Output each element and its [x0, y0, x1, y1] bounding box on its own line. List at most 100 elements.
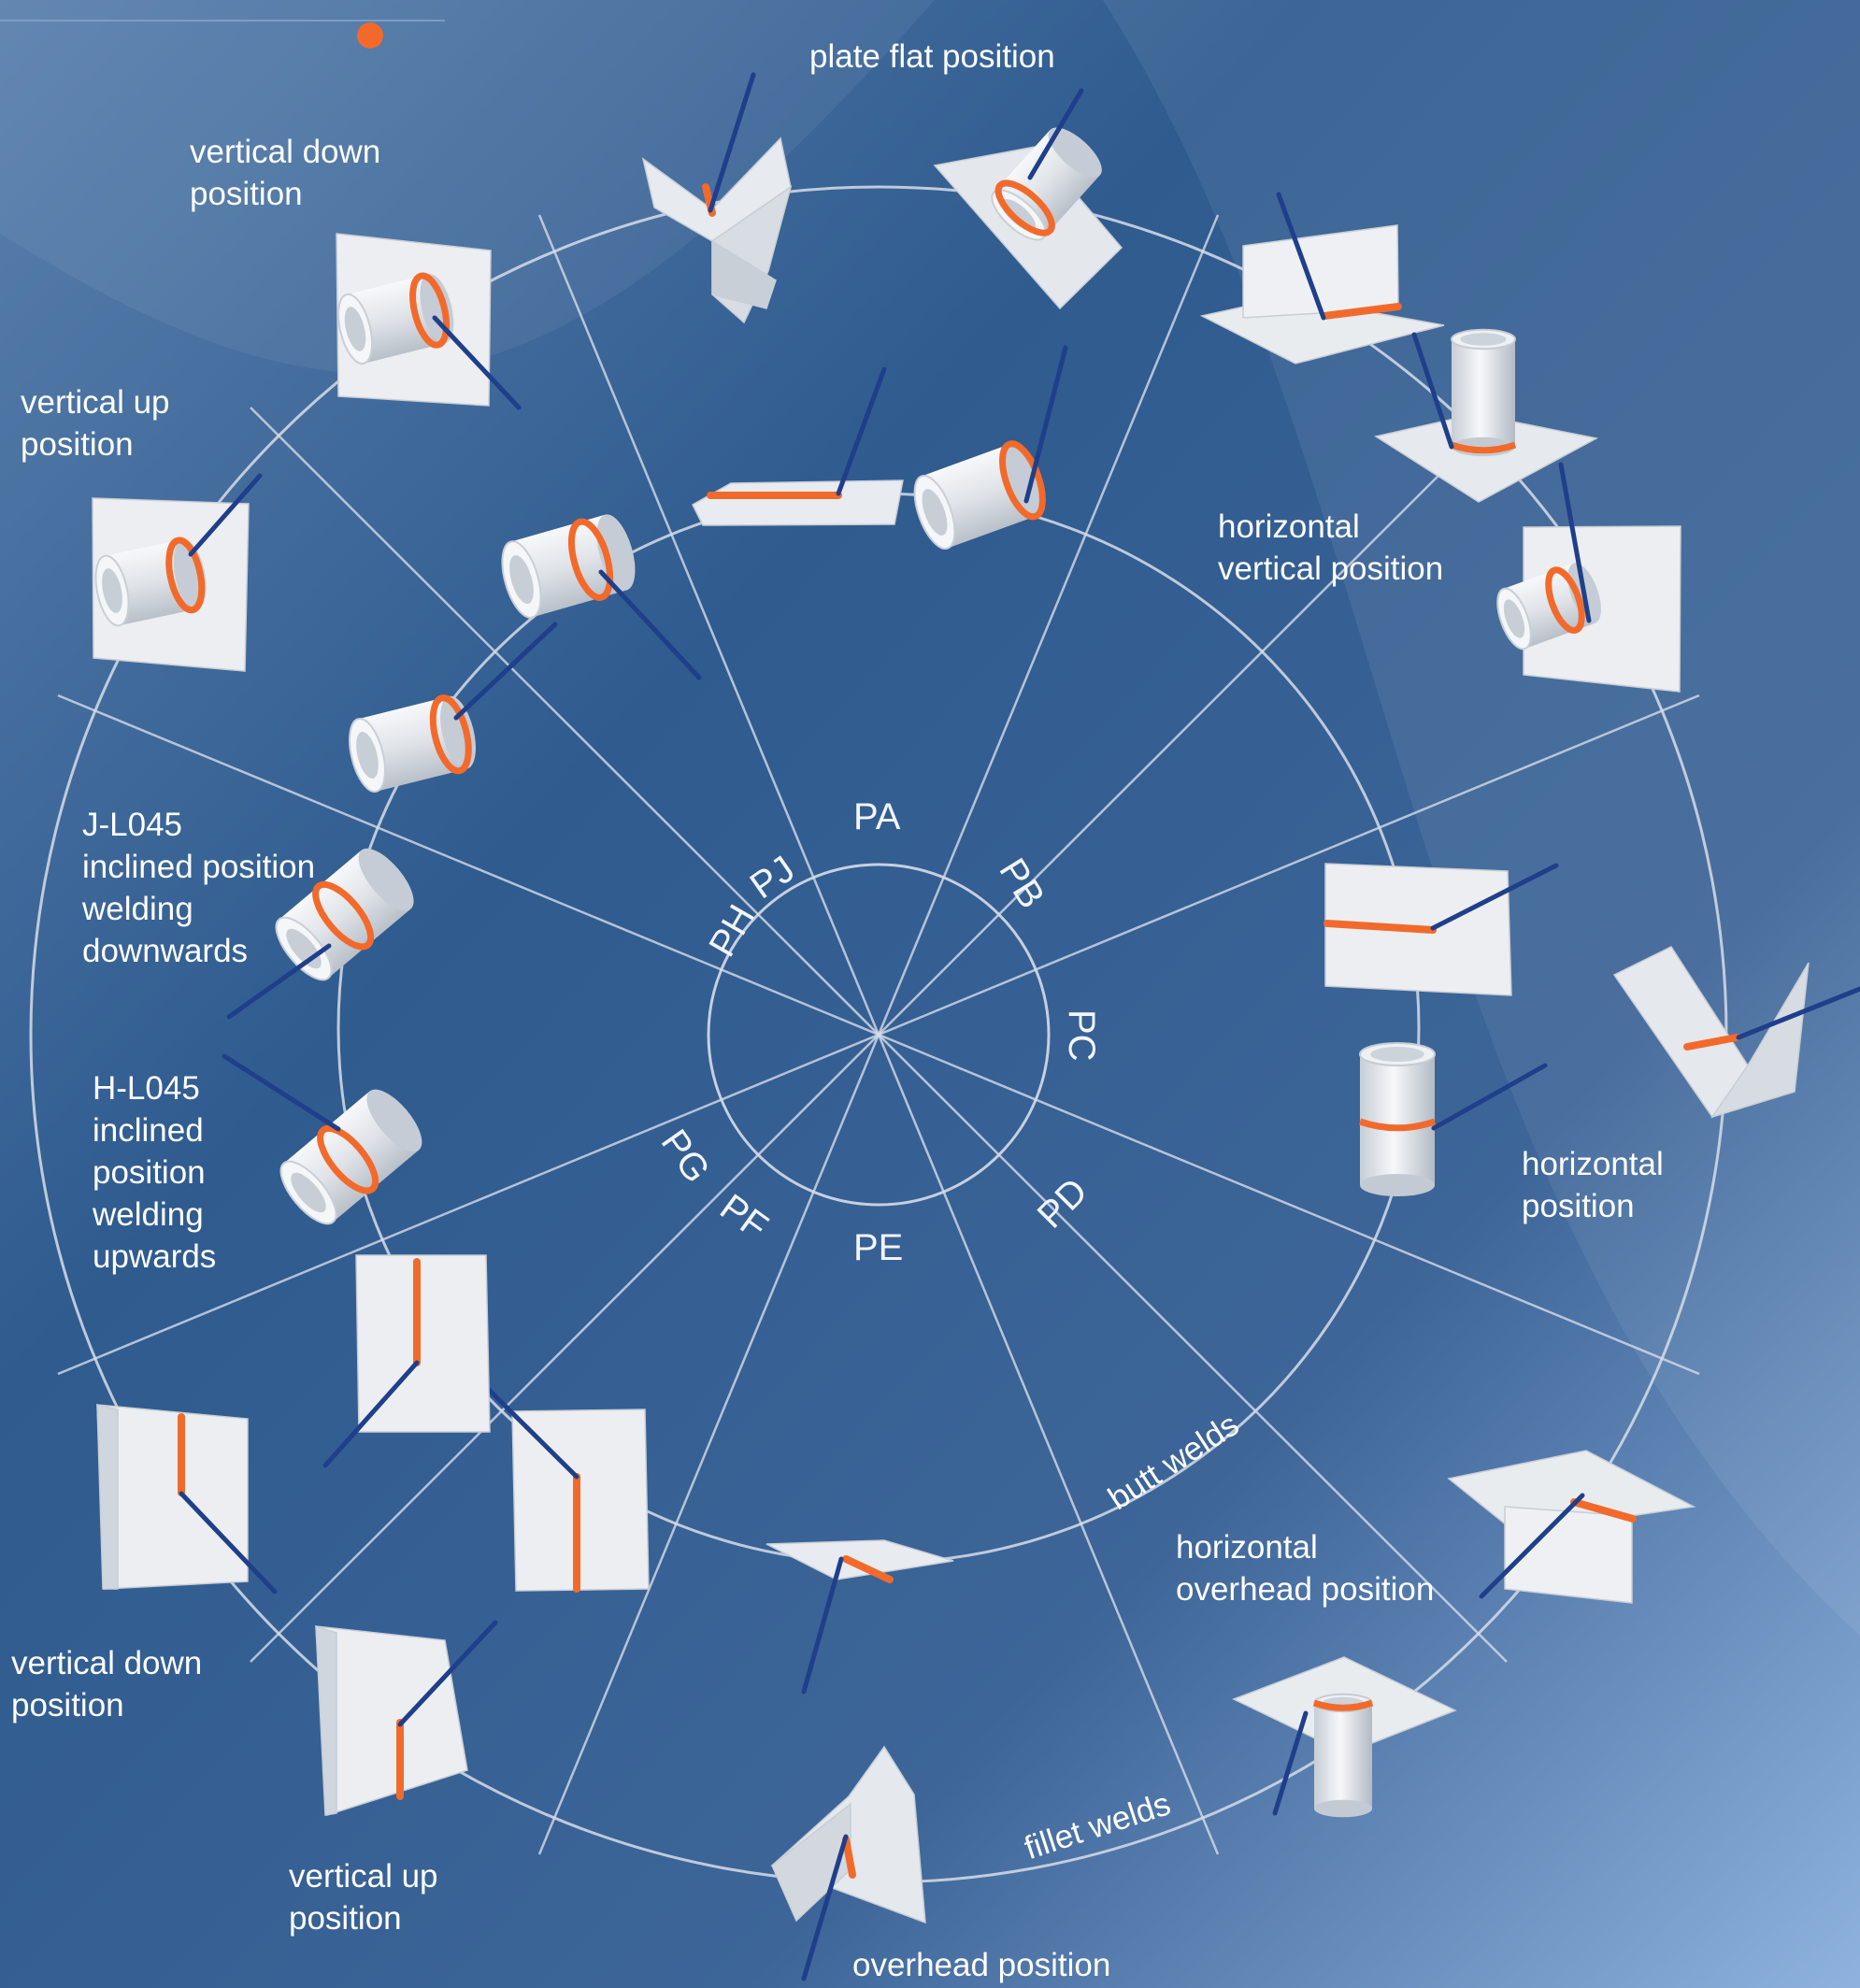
position-code-pa: PA	[853, 796, 901, 837]
pc-fillet-right	[1710, 962, 1810, 1119]
h-l045-label: H-L045 inclined position welding upwards	[93, 1070, 217, 1275]
pg-fillet-plate	[96, 1404, 249, 1590]
pj-pipe-on-plate	[336, 272, 454, 365]
horizontal-overhead-position-label: horizontal overhead position	[1176, 1529, 1435, 1608]
pg-fillet-rod	[179, 1491, 278, 1595]
pg-butt-rod	[322, 1360, 420, 1468]
pc-butt-pipe-seam	[1358, 1118, 1437, 1132]
pa-butt-rod	[836, 366, 887, 496]
vertical-up-position-bottom-label: vertical up position	[289, 1858, 438, 1937]
ph-pipe-on-plate	[94, 536, 207, 627]
h-l045-pipe-seam	[317, 1124, 379, 1194]
pc-butt-pipe-bottom-end	[1360, 1174, 1435, 1196]
pb-pipe-on-vplate-bore	[1503, 599, 1525, 638]
ph-pipe-on-plate-seam	[165, 536, 206, 614]
ph-fillet-rod	[188, 473, 263, 557]
pj-pipe-on-plate-bore	[344, 307, 366, 351]
ph-butt-rod	[453, 622, 558, 721]
pd-pipe-rod	[1272, 1710, 1309, 1816]
pe-butt-rod	[801, 1556, 844, 1695]
ph-butt-pipe	[349, 694, 476, 794]
pa-butt-plate	[692, 479, 904, 526]
j-l045-label: J-L045 inclined position welding downwar…	[82, 807, 316, 969]
vertical-down-position-bottom-label: vertical down position	[11, 1645, 203, 1723]
pc-butt-pipe-body	[1360, 1054, 1435, 1185]
background-sheen	[1103, 0, 1860, 1636]
ph-butt-pipe-seam	[429, 694, 472, 775]
pj-butt-pipe-bore	[509, 554, 534, 605]
pb-vplate-rod	[1558, 462, 1592, 623]
pb-pipe-rod	[1411, 332, 1454, 450]
pd-pipe-overhead	[1312, 1693, 1374, 1818]
pj-butt-pipe-seam	[567, 518, 614, 601]
pb-pipe-vertical-body	[1452, 339, 1515, 447]
pa-pipe-on-plate-bore	[1001, 199, 1037, 231]
j-l045-pipe-back-end	[358, 848, 414, 911]
overhead-position-label: overhead position	[852, 1947, 1111, 1983]
pf-fillet-rod	[397, 1620, 498, 1727]
pc-butt-seam	[1323, 920, 1437, 934]
background-sheen-2	[0, 0, 935, 374]
pj-butt-pipe-back-end	[596, 514, 636, 591]
pa-butt-pipe	[913, 440, 1046, 550]
pa-fillet-rod	[708, 72, 756, 213]
pa-butt-pipe-seam	[999, 440, 1046, 521]
pe-butt-seam	[842, 1555, 894, 1583]
pc-butt-pipe	[1358, 1042, 1437, 1196]
j-l045-pipe-seam	[312, 880, 375, 951]
pa-pipe-rod	[1027, 88, 1084, 180]
pj-butt-pipe	[501, 514, 636, 619]
plate-flat-position-label: plate flat position	[809, 38, 1055, 75]
pc-butt-rod	[1430, 863, 1559, 931]
pa-butt-pipe-rod	[1023, 345, 1068, 504]
pd-pipe-overhead-body	[1314, 1703, 1372, 1809]
accent-dot	[357, 22, 383, 49]
pb-pipe-vertical-seam	[1450, 441, 1517, 454]
pj-fillet-rod	[432, 315, 522, 410]
pg-butt-plate	[355, 1254, 491, 1433]
pc-butt-pipe-bore	[1370, 1047, 1424, 1062]
pe-butt-plate	[765, 1539, 954, 1580]
radial-line-6	[250, 407, 1508, 1663]
pd-fillet-seam	[1570, 1498, 1637, 1523]
pa-pipe-on-plate	[991, 127, 1102, 241]
pb-fillet-rod	[1276, 192, 1326, 321]
vertical-up-position-top-label: vertical up position	[21, 384, 170, 463]
ph-pipe-on-plate-bore	[102, 568, 122, 613]
pa-fillet-v-bottom	[711, 239, 777, 309]
pb-pipe-vertical-bore	[1460, 333, 1507, 346]
h-l045-pipe-back-end	[366, 1089, 422, 1152]
pe-fillet-rod	[801, 1834, 849, 1981]
pb-pipe-on-vplate-seam	[1545, 566, 1585, 634]
pb-fillet-seam	[1321, 303, 1402, 320]
pa-pipe-on-plate-back-end	[1048, 127, 1102, 178]
h-l045-pipe-bore	[291, 1172, 326, 1213]
pe-fillet-seam	[842, 1836, 856, 1879]
inner-circle	[707, 863, 1051, 1207]
pf-fillet-edge	[315, 1624, 337, 1816]
ph-butt-pipe-bore	[356, 732, 379, 779]
pa-pipe-on-plate-seam	[994, 179, 1055, 236]
pd-pipe-overhead-bottom-end	[1314, 1799, 1372, 1818]
pc-butt-pipe-rod	[1431, 1063, 1548, 1131]
pj-butt-rod	[598, 569, 702, 680]
pd-fillet-rod	[1479, 1493, 1585, 1599]
pd-pipe-overhead-seam	[1312, 1699, 1374, 1711]
pb-pipe-vertical	[1450, 328, 1517, 457]
h-l045-pipe	[279, 1089, 422, 1225]
pa-butt-pipe-back-end	[1002, 443, 1043, 517]
pd-fillet-web	[1504, 1506, 1633, 1604]
horizontal-vertical-position-label: horizontal vertical position	[1218, 508, 1444, 587]
j-l045-rod	[226, 943, 332, 1020]
pf-butt-rod	[475, 1376, 579, 1480]
pc-fillet-rod	[1736, 986, 1860, 1040]
horizontal-position-label: horizontal position	[1522, 1146, 1664, 1224]
position-code-pe: PE	[853, 1227, 904, 1268]
pg-fillet-edge	[96, 1404, 119, 1590]
j-l045-pipe	[275, 848, 414, 981]
h-l045-rod	[222, 1053, 341, 1132]
vertical-down-position-top-label: vertical down position	[190, 134, 381, 212]
